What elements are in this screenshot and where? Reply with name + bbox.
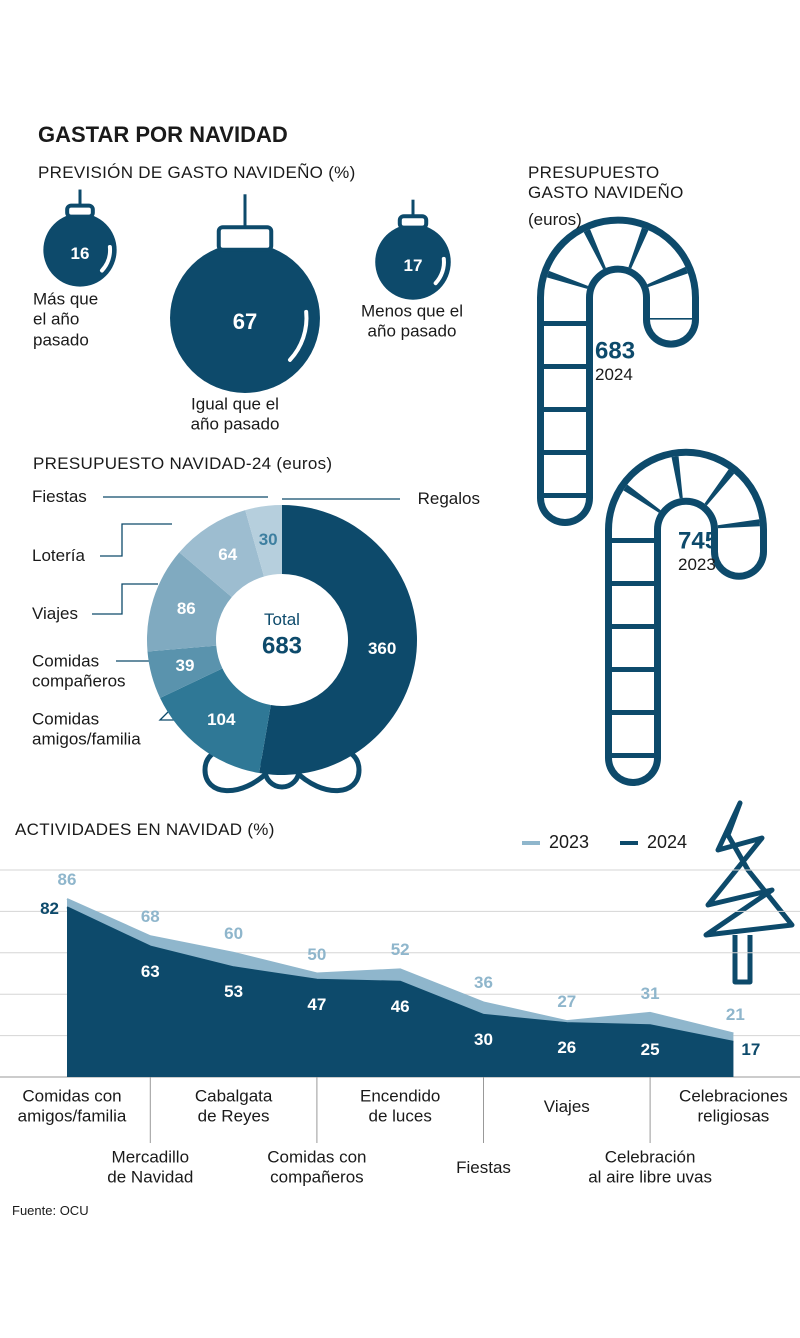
x-tick-label: Fiestas — [456, 1157, 511, 1177]
x-tick-label: Celebraciones religiosas — [679, 1086, 788, 1126]
value-label: 82 — [40, 899, 59, 919]
value-label: 50 — [307, 944, 327, 964]
category-label: Regalos — [417, 488, 480, 508]
pie-slice — [147, 552, 232, 652]
area-line — [66, 898, 734, 1035]
legend-label: 2024 — [647, 832, 688, 853]
ornament — [43, 213, 117, 287]
ornament-cap — [216, 225, 274, 252]
year-label: 2024 — [595, 364, 633, 384]
highlight — [287, 309, 309, 362]
chart-title: PRESUPUESTO GASTO NAVIDEÑO — [528, 163, 684, 203]
value-label: 64 — [218, 545, 238, 565]
category-label: Igual que el año pasado — [190, 394, 280, 434]
category-label: Viajes — [32, 603, 78, 623]
ornament — [375, 224, 451, 300]
x-tick-label: Viajes — [543, 1096, 590, 1116]
tree-icon — [703, 800, 795, 985]
value-label: 360 — [367, 638, 397, 658]
category-label: Fiestas — [32, 486, 87, 506]
area-fill — [67, 907, 734, 1077]
pie-slice — [259, 505, 418, 776]
x-tick-label: Mercadillo de Navidad — [107, 1147, 194, 1187]
highlight — [99, 245, 113, 273]
cane-stripes — [544, 223, 692, 498]
x-tick-label: Cabalgata de Reyes — [194, 1086, 273, 1126]
value-label: 21 — [725, 1004, 745, 1024]
highlight — [433, 256, 446, 286]
legend-label: 2023 — [549, 832, 590, 853]
value-label: 27 — [557, 991, 577, 1011]
value-label: 36 — [474, 973, 493, 993]
value-label: 47 — [307, 994, 327, 1014]
total-label: Total — [264, 609, 300, 629]
value-label: 39 — [175, 656, 195, 676]
value-label: 16 — [70, 243, 90, 263]
connectors — [92, 496, 400, 721]
value-label: 52 — [390, 940, 410, 960]
chart-title: PREVISIÓN DE GASTO NAVIDEÑO (%) — [38, 163, 356, 182]
pie-slice — [245, 505, 282, 577]
value-label: 60 — [224, 923, 244, 943]
pie-slice — [160, 668, 271, 774]
category-label: Comidas compañeros — [32, 651, 126, 691]
total-value: 683 — [261, 632, 303, 660]
x-tick-label: Comidas con amigos/familia — [17, 1086, 127, 1126]
value-label: 104 — [207, 709, 236, 729]
x-tick-label: Comidas con compañeros — [267, 1147, 367, 1187]
value-label: 46 — [390, 996, 410, 1016]
category-label: Más que el año pasado — [33, 289, 99, 350]
ornament-cap — [397, 214, 429, 230]
chart-title: ACTIVIDADES EN NAVIDAD (%) — [15, 819, 275, 839]
ornament — [170, 243, 320, 393]
pie-slice — [147, 645, 223, 698]
value-label: 17 — [403, 255, 423, 275]
x-tick-label: Encendido de luces — [360, 1086, 441, 1126]
value-label: 86 — [57, 869, 77, 889]
value-label: 67 — [232, 308, 258, 334]
value-label: 31 — [640, 983, 660, 1003]
value-label: 683 — [595, 337, 636, 365]
value-label: 17 — [741, 1039, 761, 1059]
value-label: 53 — [224, 982, 244, 1002]
area-line — [66, 906, 734, 1043]
chart-subtitle: (euros) — [528, 210, 582, 229]
year-label: 2023 — [678, 554, 716, 574]
main-title: GASTAR POR NAVIDAD — [38, 122, 288, 147]
value-label: 745 — [678, 527, 719, 555]
value-label: 68 — [140, 907, 160, 927]
category-label: Comidas amigos/familia — [32, 709, 141, 749]
value-label: 63 — [140, 961, 160, 981]
category-label: Lotería — [32, 545, 85, 565]
value-label: 86 — [176, 599, 196, 619]
chart-title: PRESUPUESTO NAVIDAD-24 (euros) — [33, 453, 333, 473]
value-label: 25 — [640, 1040, 660, 1060]
pie-slice — [179, 510, 265, 598]
cane-inner — [612, 455, 760, 779]
value-label: 30 — [258, 530, 278, 550]
source: Fuente: OCU — [12, 1203, 89, 1218]
value-label: 30 — [474, 1029, 493, 1049]
category-label: Menos que el año pasado — [360, 301, 464, 341]
ornament-cap — [65, 203, 95, 219]
value-label: 26 — [557, 1037, 577, 1057]
x-tick-label: Celebración al aire libre uvas — [588, 1147, 712, 1187]
